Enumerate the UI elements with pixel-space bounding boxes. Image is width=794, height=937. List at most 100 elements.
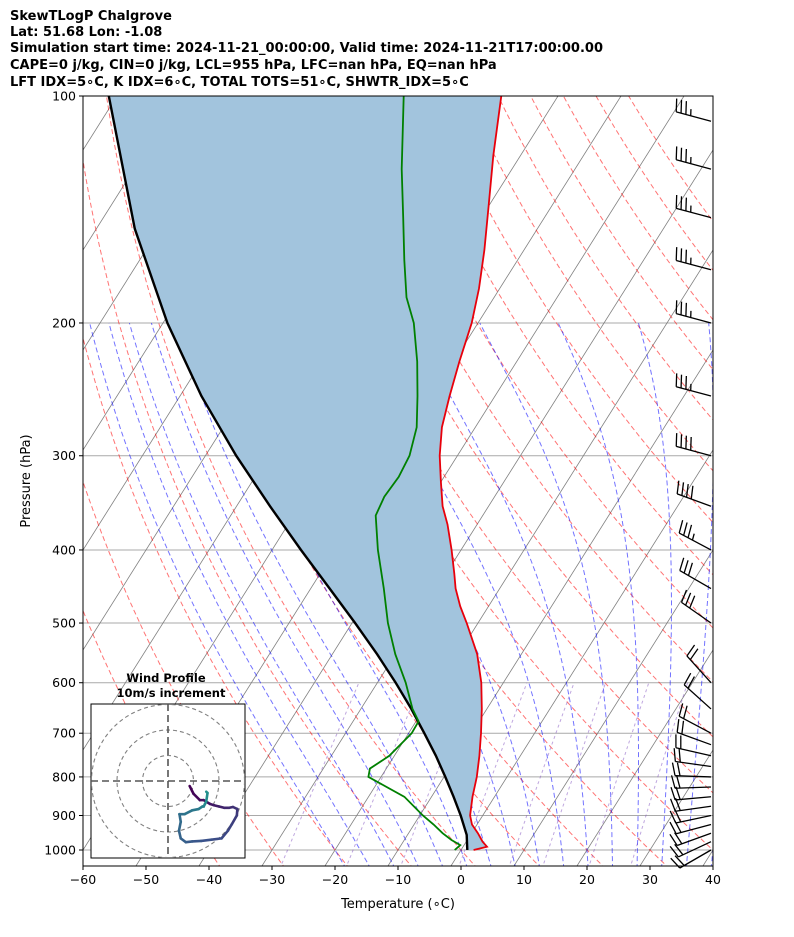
y-tick-label: 1000 xyxy=(44,843,76,858)
hodograph-segment xyxy=(210,837,223,841)
hodograph-segment xyxy=(188,784,195,796)
y-tick-label: 100 xyxy=(52,89,76,104)
moist-adiabat xyxy=(710,845,713,866)
dry-adiabat xyxy=(399,96,713,576)
header-indices-1: CAPE=0 j/kg, CIN=0 j/kg, LCL=955 hPa, LF… xyxy=(10,58,497,73)
wind-profile-inset: Wind Profile 10m/s increment xyxy=(90,671,246,859)
isotherm-line xyxy=(764,79,794,869)
y-tick-label: 500 xyxy=(52,616,76,631)
moist-adiabat xyxy=(411,322,589,866)
wind-barb xyxy=(686,644,712,684)
dry-adiabat xyxy=(301,96,713,738)
wind-barb xyxy=(675,98,712,122)
parcel-area-fill xyxy=(108,96,502,850)
isotherm-line xyxy=(324,249,713,866)
wind-barb xyxy=(683,672,712,710)
dry-adiabat xyxy=(105,96,476,866)
header-station: SkewTLogP Chalgrove xyxy=(10,9,172,24)
hodograph-segment xyxy=(177,820,183,833)
dry-adiabat xyxy=(432,96,713,524)
isotherm-line xyxy=(639,749,713,866)
dry-adiabat xyxy=(628,96,713,223)
mixing-ratio-line xyxy=(280,682,360,866)
dewpoint-profile-line xyxy=(367,96,462,851)
parcel-profile-line xyxy=(107,96,469,851)
moist-adiabat xyxy=(89,322,346,866)
wind-barb xyxy=(675,146,712,170)
wind-barb xyxy=(675,247,712,271)
wind-barb xyxy=(670,849,712,869)
hodograph-segment xyxy=(204,790,209,795)
x-tick-label: 10 xyxy=(516,872,532,887)
wind-barb xyxy=(669,809,712,824)
wind-barb xyxy=(675,194,712,219)
profiles xyxy=(107,96,503,851)
y-tick-label: 200 xyxy=(52,315,76,330)
wind-barb xyxy=(675,373,712,397)
moist-adiabat xyxy=(736,323,794,869)
wind-barb xyxy=(675,433,712,457)
y-tick-label: 300 xyxy=(52,448,76,463)
hodograph-segment xyxy=(199,838,213,843)
wind-barb xyxy=(675,734,712,757)
dry-adiabat xyxy=(497,96,713,421)
moist-adiabat xyxy=(479,322,613,866)
dry-adiabat xyxy=(83,157,412,866)
temperature-profile-line xyxy=(438,96,503,851)
x-tick-label: −40 xyxy=(196,872,222,887)
wind-barb xyxy=(673,748,712,768)
y-tick-label: 600 xyxy=(52,675,76,690)
isotherm-line xyxy=(198,96,685,866)
x-tick-label: −30 xyxy=(259,872,285,887)
x-tick-label: 20 xyxy=(579,872,595,887)
moist-adiabat xyxy=(557,322,639,866)
moist-adiabat xyxy=(128,322,395,866)
wind-barb xyxy=(678,519,712,551)
isotherm-line xyxy=(576,649,713,866)
dry-adiabat xyxy=(83,480,285,866)
wind-barb xyxy=(676,719,712,746)
wind-barb xyxy=(669,841,712,858)
mixing-ratio-line xyxy=(508,682,575,866)
x-axis-ticks: −60 −50 −40 −30 −20 −10 0 10 20 30 40 xyxy=(70,866,721,887)
wind-barb xyxy=(670,775,712,789)
moist-adiabat xyxy=(306,322,540,866)
x-tick-label: −10 xyxy=(385,872,411,887)
inset-title: Wind Profile xyxy=(126,671,206,685)
wind-barb xyxy=(678,703,712,734)
wind-barb xyxy=(680,589,712,624)
wind-barb xyxy=(679,557,712,590)
mixing-ratio-line xyxy=(630,682,689,866)
mixing-ratio-line xyxy=(542,682,607,866)
isotherm-line xyxy=(450,449,713,866)
mixing-ratio-line xyxy=(588,682,650,866)
wind-barb xyxy=(669,832,712,847)
x-tick-label: 30 xyxy=(642,872,658,887)
moist-adiabat xyxy=(637,322,672,866)
isotherm-line xyxy=(0,79,2,869)
y-axis-ticks: 1000 900 800 700 600 500 400 300 200 100 xyxy=(44,89,83,858)
hodograph xyxy=(91,704,245,858)
mixing-ratio-line xyxy=(346,682,422,866)
x-tick-label: −20 xyxy=(322,872,348,887)
hodograph-segment xyxy=(190,839,203,843)
y-tick-label: 700 xyxy=(52,726,76,741)
hodograph-segment xyxy=(177,829,183,840)
wind-barb xyxy=(676,480,712,507)
y-tick-label: 900 xyxy=(52,808,76,823)
wind-barb xyxy=(670,786,712,801)
x-axis-label: Temperature (∘C) xyxy=(340,897,455,912)
x-tick-label: −60 xyxy=(70,872,96,887)
moist-adiabat xyxy=(175,322,444,866)
y-axis-label: Pressure (hPa) xyxy=(19,434,34,527)
hodograph-segment xyxy=(230,814,239,826)
dry-adiabat xyxy=(530,96,713,371)
hodograph-segment xyxy=(220,829,230,840)
wind-barbs xyxy=(669,98,712,869)
isotherm-line xyxy=(261,149,713,866)
isotherm-line xyxy=(513,549,713,866)
x-tick-label: 0 xyxy=(457,872,465,887)
dry-adiabat xyxy=(83,336,348,866)
dry-adiabat xyxy=(464,96,713,472)
